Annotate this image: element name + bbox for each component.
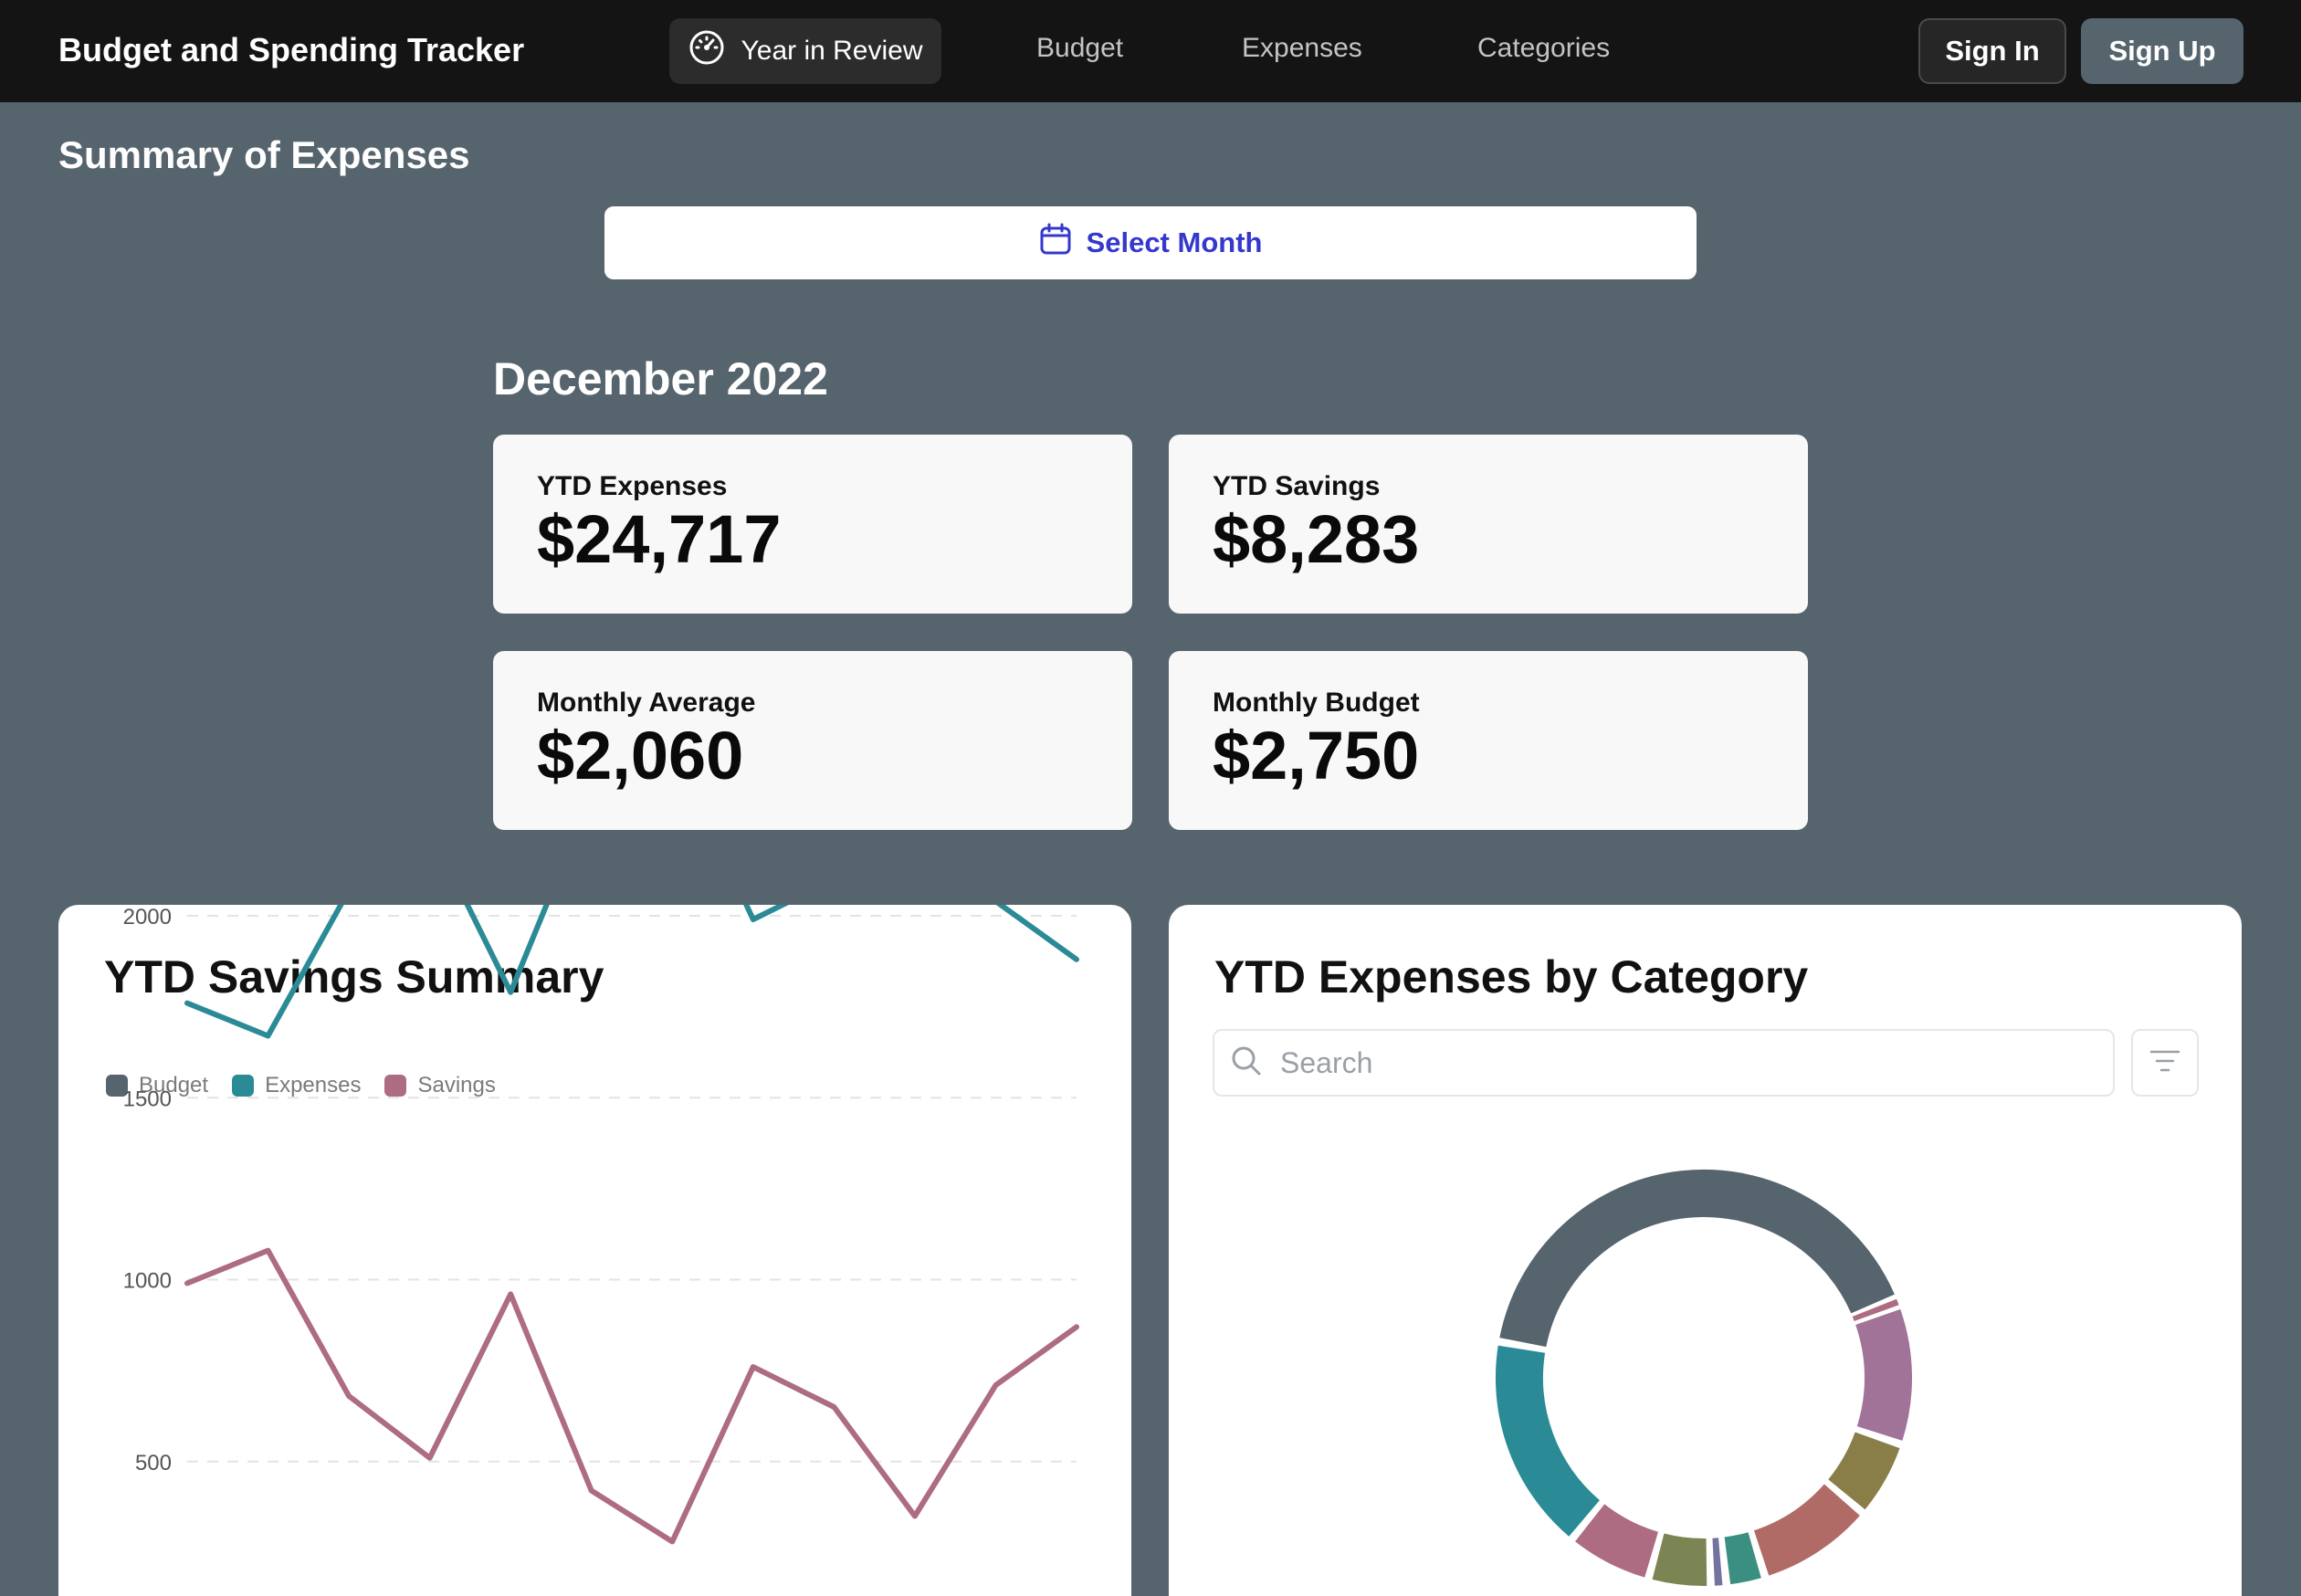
donut-slice [1852,1298,1899,1322]
month-heading: December 2022 [493,353,828,404]
legend-item-budget[interactable]: Budget [106,1073,208,1098]
donut-slice [1499,1169,1895,1348]
top-nav: Budget and Spending Tracker Year in Revi… [0,0,2301,102]
app-title: Budget and Spending Tracker [58,31,525,68]
series-line-expenses [184,905,1079,1039]
stat-label: Monthly Budget [1213,688,1420,718]
page-title: Summary of Expenses [58,133,470,176]
filter-button[interactable] [2131,1029,2199,1097]
donut-slice [1575,1503,1659,1578]
legend-swatch [384,1075,407,1097]
calendar-icon [1039,223,1072,263]
category-panel-title: YTD Expenses by Category [1214,951,1809,1003]
chart-legend: Budget Expenses Savings [106,1073,496,1098]
y-tick-label: 2000 [123,905,172,929]
stat-card-ytd-savings: YTD Savings $8,283 [1169,435,1808,614]
legend-swatch [106,1075,128,1097]
ytd-category-panel: YTD Expenses by Category [1169,905,2242,1596]
nav-year-in-review-label: Year in Review [741,36,923,66]
legend-swatch [232,1075,255,1097]
donut-slice [1495,1345,1601,1537]
category-search [1213,1029,2115,1097]
nav-link-budget[interactable]: Budget [1036,33,1124,63]
savings-line-chart: 5001000150020002500 [123,905,1079,1545]
stat-label: YTD Savings [1213,471,1381,501]
donut-slice [1854,1308,1912,1441]
legend-label: Savings [417,1073,496,1097]
select-month-button[interactable]: Select Month [604,206,1697,279]
speedometer-icon [688,29,725,73]
search-icon [1229,1044,1264,1083]
stat-value: $8,283 [1213,501,1420,577]
stat-value: $24,717 [537,501,782,577]
sign-up-button[interactable]: Sign Up [2081,18,2243,84]
stat-card-ytd-expenses: YTD Expenses $24,717 [493,435,1132,614]
search-input[interactable] [1280,1045,2084,1080]
nav-link-expenses[interactable]: Expenses [1242,33,1362,63]
series-line-savings [184,1247,1079,1545]
nav-year-in-review[interactable]: Year in Review [669,18,941,84]
legend-item-savings[interactable]: Savings [384,1073,496,1098]
sign-in-button[interactable]: Sign In [1918,18,2066,84]
stat-label: YTD Expenses [537,471,728,501]
nav-link-categories[interactable]: Categories [1477,33,1611,63]
stat-value: $2,060 [537,718,744,793]
savings-panel-title: YTD Savings Summary [104,951,604,1003]
donut-slice [1753,1484,1860,1576]
stat-label: Monthly Average [537,688,756,718]
y-tick-label: 1500 [123,1087,172,1111]
donut-slice [1724,1532,1761,1585]
stat-card-monthly-average: Monthly Average $2,060 [493,651,1132,830]
donut-slice [1652,1533,1707,1586]
donut-slice [1827,1431,1900,1510]
select-month-label: Select Month [1086,226,1263,258]
stat-value: $2,750 [1213,718,1420,793]
legend-label: Expenses [265,1073,362,1097]
stat-card-monthly-budget: Monthly Budget $2,750 [1169,651,1808,830]
y-tick-label: 1000 [123,1269,172,1294]
donut-slice [1712,1538,1723,1586]
category-donut-chart [1495,1169,1912,1586]
legend-item-expenses[interactable]: Expenses [232,1073,361,1098]
legend-label: Budget [139,1073,209,1097]
filter-icon [2149,1048,2181,1078]
ytd-savings-panel: YTD Savings Summary Budget Expenses Savi… [58,905,1131,1596]
y-tick-label: 500 [135,1451,172,1475]
